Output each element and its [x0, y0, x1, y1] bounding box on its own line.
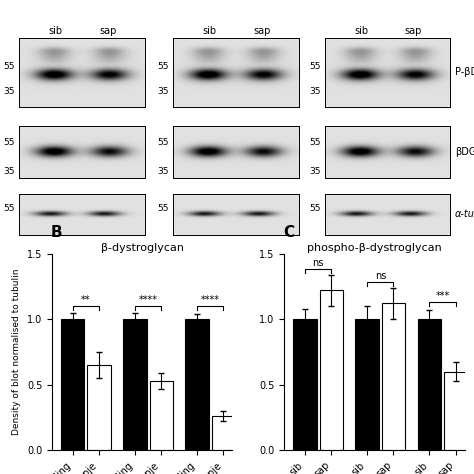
Y-axis label: Density of blot normalised to tubulin: Density of blot normalised to tubulin	[12, 269, 21, 435]
Bar	[444, 372, 467, 450]
Text: sib: sib	[203, 26, 217, 36]
Text: ****: ****	[201, 295, 220, 305]
Text: α-tub: α-tub	[455, 210, 474, 219]
Text: 35: 35	[4, 87, 15, 96]
Text: **: **	[81, 295, 91, 305]
Title: β-dystroglycan: β-dystroglycan	[100, 243, 184, 253]
Text: ns: ns	[374, 271, 386, 281]
Text: 55: 55	[158, 138, 169, 147]
Text: 55: 55	[310, 138, 321, 147]
Text: sap: sap	[405, 26, 422, 36]
Text: 35: 35	[158, 87, 169, 96]
Text: sap: sap	[99, 26, 117, 36]
Text: B: B	[51, 226, 62, 240]
Bar	[61, 319, 84, 450]
Bar	[185, 319, 209, 450]
Bar	[123, 319, 146, 450]
Text: 35: 35	[4, 167, 15, 176]
Bar	[319, 290, 343, 450]
Text: sib: sib	[355, 26, 368, 36]
Text: ****: ****	[138, 295, 157, 305]
Text: ***: ***	[436, 291, 450, 301]
Bar	[87, 365, 111, 450]
Bar	[418, 319, 441, 450]
Text: 55: 55	[158, 62, 169, 71]
Text: 55: 55	[4, 62, 15, 71]
Text: βDG: βDG	[455, 146, 474, 157]
Bar	[212, 416, 235, 450]
Text: 55: 55	[4, 138, 15, 147]
Title: phospho-β-dystroglycan: phospho-β-dystroglycan	[307, 243, 442, 253]
Text: 35: 35	[310, 167, 321, 176]
Bar	[149, 381, 173, 450]
Text: P-βDG: P-βDG	[455, 67, 474, 77]
Bar	[293, 319, 317, 450]
Text: 35: 35	[158, 167, 169, 176]
Text: 55: 55	[310, 62, 321, 71]
Bar	[382, 303, 405, 450]
Text: 55: 55	[4, 204, 15, 213]
Text: sap: sap	[253, 26, 271, 36]
Text: ns: ns	[312, 258, 324, 268]
Text: C: C	[283, 226, 294, 240]
Bar	[356, 319, 379, 450]
Text: 35: 35	[310, 87, 321, 96]
Text: 55: 55	[158, 204, 169, 213]
Text: 55: 55	[310, 204, 321, 213]
Text: sib: sib	[49, 26, 63, 36]
